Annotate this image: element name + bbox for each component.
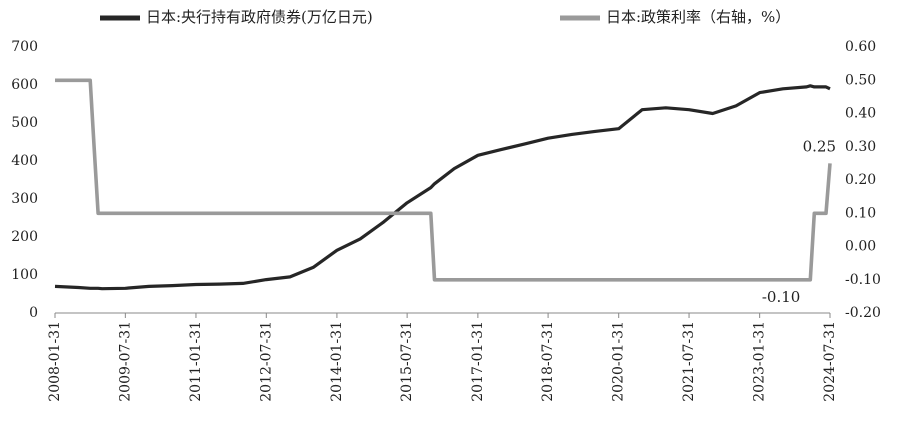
y-tick-label: 200 <box>11 229 38 245</box>
series-line <box>54 84 831 291</box>
y-tick-label: 500 <box>11 115 38 131</box>
y2-tick-label: -0.20 <box>845 305 881 321</box>
y2-tick-label: 0.10 <box>845 205 876 221</box>
x-tick-label: 2023-01-31 <box>752 321 768 402</box>
y2-tick-label: 0.60 <box>845 39 876 55</box>
y2-tick-label: 0.20 <box>845 172 876 188</box>
x-tick-label: 2021-07-31 <box>681 321 697 402</box>
y2-tick-label: 0.00 <box>845 239 876 255</box>
y-tick-label: 400 <box>11 153 38 169</box>
value-label: 0.25 <box>803 137 836 155</box>
value-label: -0.10 <box>762 288 800 306</box>
y-tick-label: 0 <box>29 305 38 321</box>
x-tick-label: 2011-01-31 <box>188 321 204 402</box>
legend-label: 日本:央行持有政府债券(万亿日元) <box>146 8 373 26</box>
x-tick-label: 2020-01-31 <box>611 321 627 402</box>
x-tick-label: 2018-07-31 <box>540 321 556 402</box>
x-tick-label: 2017-01-31 <box>470 321 486 402</box>
x-tick-label: 2024-07-31 <box>822 321 838 402</box>
y2-tick-label: 0.50 <box>845 72 876 88</box>
y2-tick-label: -0.10 <box>845 272 881 288</box>
x-tick-label: 2015-07-31 <box>399 321 415 402</box>
x-tick-label: 2009-07-31 <box>117 321 133 402</box>
series-line <box>55 78 832 282</box>
y-tick-label: 700 <box>11 39 38 55</box>
x-tick-label: 2014-01-31 <box>329 321 345 402</box>
x-tick-label: 2012-07-31 <box>258 321 274 402</box>
legend-label: 日本:政策利率（右轴，%） <box>606 8 790 26</box>
y2-tick-label: 0.40 <box>845 106 876 122</box>
y-tick-label: 600 <box>11 77 38 93</box>
x-tick-label: 2008-01-31 <box>47 321 63 402</box>
y-tick-label: 300 <box>11 191 38 207</box>
y2-tick-label: 0.30 <box>845 139 876 155</box>
y-tick-label: 100 <box>11 267 38 283</box>
